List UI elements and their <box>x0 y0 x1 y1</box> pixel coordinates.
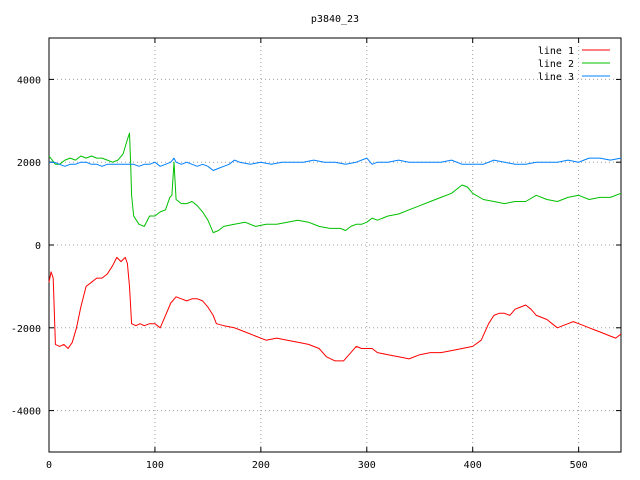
y-tick-label: -2000 <box>11 324 41 335</box>
series-lines <box>48 132 622 362</box>
x-tick-label: 0 <box>46 460 52 471</box>
y-tick-label: 0 <box>35 241 41 252</box>
legend: line 1 line 2 line 3 <box>538 46 610 83</box>
y-tick-label: -4000 <box>11 407 41 418</box>
x-tick-label: 100 <box>146 460 164 471</box>
series-line-1 <box>48 256 622 362</box>
legend-label-1: line 1 <box>538 46 574 57</box>
x-tick-label: 200 <box>252 460 270 471</box>
grid-lines <box>49 38 621 452</box>
chart-title: p3840_23 <box>311 14 359 25</box>
series-line-2 <box>48 132 622 234</box>
legend-label-2: line 2 <box>538 59 574 70</box>
x-tick-label: 400 <box>464 460 482 471</box>
x-tick-label: 500 <box>570 460 588 471</box>
axis-ticks: 0 100 200 300 400 500 -4000 -2000 0 2000 4000 <box>11 38 621 471</box>
series-line-3 <box>49 157 622 171</box>
y-tick-label: 2000 <box>17 158 41 169</box>
x-tick-label: 300 <box>358 460 376 471</box>
legend-label-3: line 3 <box>538 72 574 83</box>
y-tick-label: 4000 <box>17 75 41 86</box>
